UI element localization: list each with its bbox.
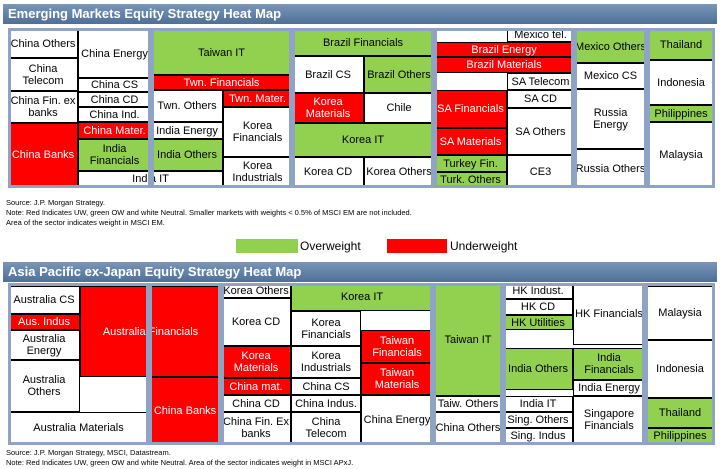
em-cell-china-banks: China Banks (8, 123, 78, 187)
em-cell-russia-others: Russia Others (574, 149, 647, 188)
em-cell-china-mater: China Mater. (78, 122, 151, 139)
em-cell-sa-cd: SA CD (507, 90, 574, 108)
ap-cell-china-fin-ex-banks: China Fin. Ex banks (221, 412, 291, 444)
ap-cell-australia-energy: Australia Energy (8, 330, 80, 360)
em-cell-ce3: CE3 (507, 155, 574, 188)
ap-cell-singapore-financials: Singapore Financials (573, 396, 645, 444)
em-cell-sa-financials: SA Financials (434, 90, 507, 128)
ap-cell-china-telecom: China Telecom (291, 412, 361, 444)
ap-cell-hk-utilities: HK Utilities (503, 315, 573, 330)
em-cell-china-cd: China CD (78, 92, 151, 107)
em-cell-china-fin-ex-banks: China Fin. ex banks (8, 91, 78, 123)
legend-underweight-label: Underweight (450, 239, 518, 253)
ap-cell-china-cd: China CD (221, 395, 291, 412)
em-heatmap-title: Emerging Markets Equity Strategy Heat Ma… (3, 4, 717, 24)
legend-overweight-label: Overweight (300, 239, 361, 253)
em-cell-brazil-energy: Brazil Energy (434, 42, 574, 57)
ap-cell-hk-financials: HK Financials (573, 283, 645, 345)
ap-cell-australia-others: Australia Others (8, 360, 80, 412)
ap-cell-philippines: Philippines (645, 428, 715, 444)
ap-cell-india-it: India IT (503, 396, 573, 412)
em-area-note: Area of the sector indicates weight in M… (6, 218, 165, 227)
ap-cell-china-cs: China CS (291, 378, 361, 395)
ap-cell-malaysia: Malaysia (645, 286, 715, 340)
ap-source-note: Source: J.P. Morgan Strategy, MSCI, Data… (6, 448, 171, 457)
em-cell-china-others: China Others (8, 30, 78, 58)
em-cell-twn-mater: Twn. Mater. (223, 90, 292, 107)
em-cell-mexico-tel: Mexico tel. (507, 28, 574, 42)
ap-cell-china-indus: China Indus. (291, 395, 361, 412)
em-cell-korea-materials: Korea Materials (292, 93, 364, 123)
em-cell-thailand: Thailand (649, 30, 713, 60)
em-cell-brazil-cs: Brazil CS (292, 56, 364, 93)
em-cell-brazil-others: Brazil Others (364, 56, 434, 93)
em-cell-brazil-financials: Brazil Financials (292, 30, 434, 56)
ap-cell-sing-others: Sing. Others (503, 412, 573, 428)
em-cell-india-financials: India Financials (78, 139, 151, 171)
em-cell-indonesia: Indonesia (649, 60, 713, 105)
legend-underweight-swatch (387, 239, 447, 253)
ap-cell-india-others: India Others (503, 348, 573, 390)
em-cell-korea-financials: Korea Financials (223, 107, 292, 157)
legend-overweight-swatch (236, 239, 298, 253)
em-cell-korea-cd: Korea CD (292, 157, 364, 187)
ap-cell-hk-indust: HK Indust. (503, 283, 573, 299)
em-cell-turkey-fin: Turkey Fin. (434, 155, 507, 172)
ap-cell-korea-financials: Korea Financials (291, 311, 361, 346)
em-cell-sa-telecom: SA Telecom (507, 73, 574, 90)
ap-cell-china-banks: China Banks (149, 377, 221, 444)
em-cell-chile: Chile (364, 93, 434, 123)
em-source-note: Source: J.P. Morgan Strategy. (6, 198, 105, 207)
ap-cell-korea-cd: Korea CD (221, 298, 291, 346)
em-cell-sa-others: SA Others (507, 108, 574, 155)
em-cell-korea-industrials: Korea Industrials (223, 157, 292, 187)
em-cell-malaysia: Malaysia (649, 122, 713, 188)
em-cell-philippines: Philippines (649, 105, 713, 122)
ap-cell-taiw-others: Taiw. Others (433, 396, 503, 412)
em-cell-india-others: India Others (151, 139, 223, 171)
em-cell-twn-financials: Twn. Financials (151, 75, 292, 90)
ap-cell-hk-cd: HK CD (503, 299, 573, 315)
ap-cell-korea-industrials: Korea Industrials (291, 346, 361, 378)
ap-cell-indonesia: Indonesia (645, 340, 715, 398)
em-cell-korea-it: Korea IT (292, 123, 434, 157)
em-cell-china-ind: China Ind. (78, 107, 151, 122)
em-cell-brazil-materials: Brazil Materials (434, 57, 574, 73)
ap-cell-taiwan-it: Taiwan IT (433, 283, 503, 396)
ap-cell-australia-materials: Australia Materials (8, 412, 149, 444)
ap-cell-korea-materials: Korea Materials (221, 346, 291, 378)
ap-cell-china-others: China Others (433, 412, 503, 444)
em-cell-russia-energy: Russia Energy (574, 89, 647, 149)
ap-cell-taiwan-financials: Taiwan Financials (361, 330, 433, 363)
em-cell-turk-others: Turk. Others (434, 172, 507, 188)
ap-cell-thailand: Thailand (645, 398, 715, 428)
em-cell-china-energy: China Energy (78, 30, 151, 78)
ap-cell-taiwan-materials: Taiwan Materials (361, 363, 433, 395)
em-cell-twn-others: Twn. Others (151, 90, 223, 122)
ap-cell-china-energy: China Energy (361, 395, 433, 444)
ap-cell-australia-financials: Australia Financials (80, 286, 221, 377)
em-cell-taiwan-it: Taiwan IT (151, 30, 292, 75)
ap-heatmap-title: Asia Pacific ex-Japan Equity Strategy He… (3, 262, 717, 282)
em-cell-sa-materials: SA Materials (434, 128, 507, 155)
ap-cell-india-financials: India Financials (573, 348, 645, 380)
em-cell-china-telecom: China Telecom (8, 58, 78, 91)
em-cell-india-it: India IT (78, 171, 223, 187)
ap-cell-india-energy: India Energy (573, 380, 645, 396)
em-cell-india-energy: India Energy (151, 122, 223, 139)
em-cell-korea-others: Korea Others (364, 157, 434, 187)
ap-cell-korea-it: Korea IT (291, 283, 433, 311)
em-cell-mexico-cs: Mexico CS (574, 63, 647, 89)
em-rating-note: Note: Red Indicates UW, green OW and whi… (6, 208, 412, 217)
ap-cell-china-mat: China mat. (221, 378, 291, 395)
ap-cell-sing-indus: Sing. Indus (503, 428, 573, 444)
em-cell-china-cs: China CS (78, 78, 151, 92)
em-cell-mexico-others: Mexico Others (574, 30, 647, 63)
ap-cell-aus-indus: Aus. Indus (8, 314, 80, 330)
ap-cell-australia-cs: Australia CS (8, 286, 80, 314)
ap-rating-note: Note: Red Indicates UW, green OW and whi… (6, 458, 354, 467)
ap-cell-korea-others: Korea Others (221, 283, 291, 298)
